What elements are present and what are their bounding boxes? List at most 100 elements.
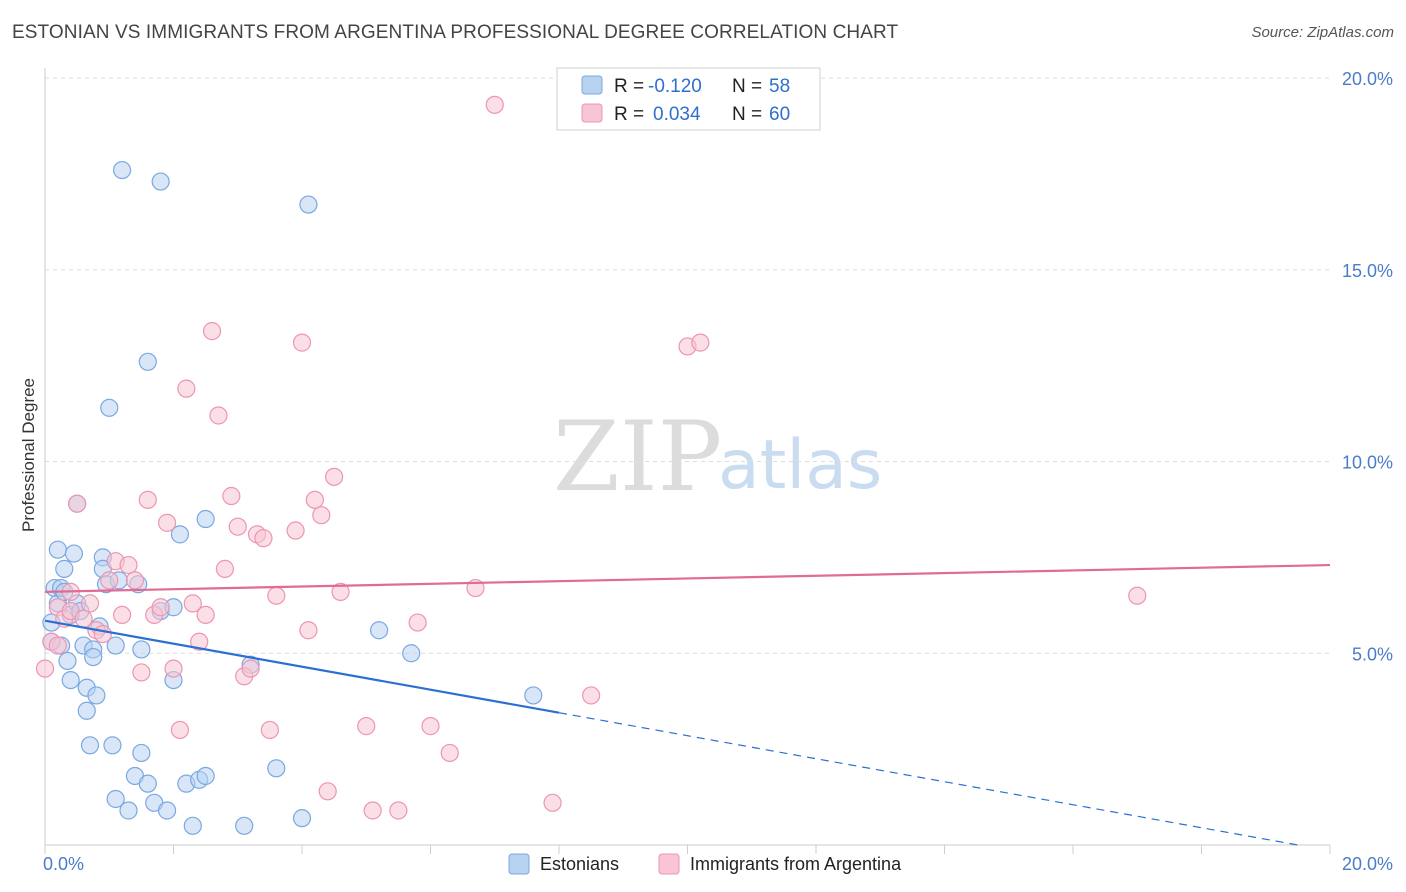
estonian-point	[151, 172, 170, 191]
argentina-point	[170, 720, 190, 740]
argentina-point	[100, 571, 119, 590]
argentina-point	[222, 486, 241, 506]
estonian-point	[235, 816, 254, 835]
estonian-point	[196, 509, 215, 529]
chart-title: ESTONIAN VS IMMIGRANTS FROM ARGENTINA PR…	[12, 22, 899, 43]
x-tick-label: 0.0%	[43, 854, 84, 874]
argentina-point	[132, 663, 151, 682]
estonian-point	[132, 743, 151, 763]
argentina-point	[209, 406, 228, 425]
estonian-point	[524, 686, 543, 705]
argentina-point	[119, 555, 138, 575]
y-tick-label: 20.0%	[1342, 69, 1393, 89]
argentina-point	[299, 621, 318, 640]
argentina-point	[138, 490, 157, 509]
axis-layer: 5.0% 10.0% 15.0% 20.0% 0.0% 20.0%	[43, 68, 1393, 874]
estonian-point	[119, 801, 138, 820]
series-legend-swatch-estonians	[508, 853, 530, 875]
estonians-trend-line	[44, 619, 560, 714]
argentina-point	[1128, 586, 1147, 605]
y-tick-label: 15.0%	[1342, 261, 1393, 281]
argentina-point	[157, 513, 177, 532]
series-legend: Estonians Immigrants from Argentina	[508, 853, 902, 875]
argentina-point	[543, 793, 562, 812]
argentina-point	[183, 594, 202, 613]
estonian-point	[183, 816, 202, 835]
grid-layer	[45, 77, 1330, 654]
argentina-point	[177, 379, 196, 398]
estonian-point	[106, 789, 125, 809]
argentina-point	[241, 659, 260, 678]
estonian-point	[58, 651, 77, 671]
estonian-point	[370, 621, 389, 640]
watermark-zip: ZIP	[553, 401, 722, 513]
estonian-point	[87, 686, 106, 705]
x-tick-label: 20.0%	[1342, 854, 1393, 874]
argentina-point	[312, 506, 331, 525]
argentina-point	[190, 632, 209, 651]
argentina-point	[421, 717, 440, 736]
legend-n-value-2: 60	[769, 104, 790, 125]
estonian-point	[80, 736, 100, 755]
trend-layer	[44, 563, 1331, 846]
source-credit: Source: ZipAtlas.com	[1251, 24, 1394, 41]
legend-swatch-argentina	[581, 103, 603, 123]
series-legend-label-argentina: Immigrants from Argentina	[690, 854, 902, 874]
argentina-point	[112, 605, 132, 625]
estonian-point	[267, 759, 286, 778]
series-legend-label-estonians: Estonians	[540, 854, 619, 874]
legend-r-label-1: R =	[614, 76, 644, 97]
argentina-point	[408, 613, 427, 632]
series-legend-swatch-argentina	[658, 853, 680, 875]
estonian-point	[138, 774, 157, 793]
legend-r-value-1: -0.120	[648, 76, 702, 97]
estonian-point	[299, 195, 318, 214]
points-layer	[35, 95, 1147, 835]
estonian-point	[77, 701, 96, 720]
estonian-point	[84, 647, 103, 667]
y-tick-label: 10.0%	[1342, 453, 1393, 473]
estonian-point	[61, 670, 80, 690]
argentina-point	[292, 333, 312, 352]
argentina-point	[331, 582, 350, 601]
argentina-point	[485, 95, 504, 114]
legend-n-label-1: N =	[732, 76, 762, 97]
argentina-point	[215, 559, 234, 578]
estonian-point	[55, 559, 74, 578]
argentina-point	[267, 586, 286, 605]
argentina-point	[93, 624, 112, 644]
legend-r-value-2: 0.034	[653, 104, 701, 125]
argentina-point	[164, 659, 183, 678]
estonian-point	[170, 525, 190, 544]
argentina-point	[202, 322, 222, 341]
argentina-point	[35, 659, 55, 678]
legend-n-label-2: N =	[732, 104, 762, 125]
argentina-point	[691, 333, 710, 352]
argentina-point	[48, 636, 67, 655]
estonian-point	[48, 540, 67, 559]
estonian-point	[402, 644, 421, 663]
y-tick-label: 5.0%	[1352, 644, 1393, 664]
estonian-point	[106, 636, 125, 655]
argentina-point	[260, 720, 279, 740]
legend-r-label-2: R =	[614, 104, 644, 125]
argentina-point	[196, 605, 215, 625]
watermark-atlas: atlas	[718, 426, 882, 505]
argentina-point	[318, 782, 337, 801]
estonian-point	[64, 544, 84, 563]
argentina-point	[228, 517, 247, 536]
argentina-point	[305, 490, 324, 509]
estonians-trend-extension	[558, 712, 1298, 846]
argentina-point	[582, 686, 601, 705]
estonian-point	[132, 640, 151, 659]
argentina-point	[125, 571, 145, 590]
argentina-point	[68, 494, 87, 513]
estonian-point	[157, 801, 177, 820]
estonian-point	[138, 352, 157, 371]
argentina-point	[286, 521, 305, 540]
argentina-point	[363, 801, 382, 820]
estonian-point	[196, 766, 215, 786]
argentina-trend-line	[44, 563, 1331, 593]
estonian-point	[292, 809, 312, 828]
argentina-point	[254, 529, 273, 548]
